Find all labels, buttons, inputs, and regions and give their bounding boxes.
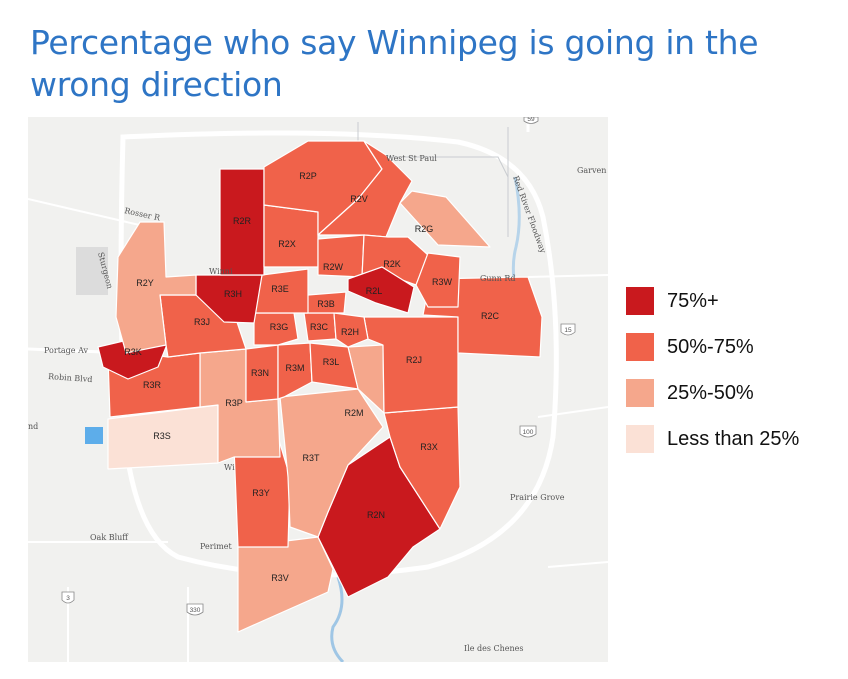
svg-text:59: 59	[527, 117, 535, 123]
label-r3h: R3H	[224, 289, 242, 299]
place-west-st-paul: West St Paul	[386, 154, 437, 163]
label-r2y: R2Y	[136, 278, 154, 288]
label-r2l: R2L	[366, 286, 383, 296]
label-r2w: R2W	[323, 262, 344, 272]
label-r3b: R3B	[317, 299, 335, 309]
label-r3p: R3P	[225, 398, 243, 408]
district-r2h[interactable]	[333, 312, 369, 348]
legend-label: 25%-50%	[667, 381, 754, 404]
legend-item-less-than-25: Less than 25%	[626, 416, 846, 462]
label-r3k: R3K	[124, 347, 142, 357]
district-r3t[interactable]	[279, 388, 384, 538]
map-title: Percentage who say Winnipeg is going in …	[30, 23, 759, 104]
district-labels: R2R R3H R2L R3K R2N R2P R2V R2X R2W R2K …	[124, 171, 499, 583]
label-r2m: R2M	[344, 408, 363, 418]
district-r2l[interactable]	[347, 266, 415, 314]
shield-15-icon: 15	[560, 323, 576, 336]
place-winnipeg: Winni	[209, 267, 233, 276]
label-r3m: R3M	[285, 363, 304, 373]
place-wi: Wi	[224, 463, 235, 472]
place-garven: Garven	[577, 166, 606, 175]
label-r3g: R3G	[270, 322, 289, 332]
district-r3v[interactable]	[237, 536, 334, 633]
label-r3e: R3E	[271, 284, 289, 294]
label-r2j: R2J	[406, 355, 422, 365]
label-r3l: R3L	[323, 357, 340, 367]
legend-item-75-plus: 75%+	[626, 278, 846, 324]
legend-label: Less than 25%	[667, 427, 800, 450]
svg-text:100: 100	[523, 429, 534, 436]
shield-100-icon: 100	[519, 425, 537, 438]
legend-swatch	[626, 425, 654, 453]
place-ile-des-chenes: Ile des Chenes	[464, 644, 524, 653]
map-svg: R2R R3H R2L R3K R2N R2P R2V R2X R2W R2K …	[28, 117, 608, 662]
legend-item-50-75: 50%-75%	[626, 324, 846, 370]
river	[330, 576, 345, 662]
district-r2g[interactable]	[399, 190, 491, 248]
district-r3w[interactable]	[415, 252, 461, 308]
label-r3j: R3J	[194, 317, 210, 327]
label-r3s: R3S	[153, 431, 171, 441]
district-r2x[interactable]	[263, 204, 319, 268]
label-r3r: R3R	[143, 380, 162, 390]
label-r3y: R3Y	[252, 488, 270, 498]
label-r3t: R3T	[302, 453, 320, 463]
airport-area	[76, 247, 108, 295]
legend: 75%+ 50%-75% 25%-50% Less than 25%	[626, 278, 846, 462]
label-r3w: R3W	[432, 277, 453, 287]
svg-text:3: 3	[66, 595, 70, 602]
district-r3l[interactable]	[309, 342, 359, 390]
choropleth-map: R2R R3H R2L R3K R2N R2P R2V R2X R2W R2K …	[28, 117, 608, 662]
district-r2r[interactable]	[219, 168, 265, 276]
district-r3m[interactable]	[277, 342, 313, 400]
place-oak-bluff: Oak Bluff	[90, 533, 129, 542]
label-r2p: R2P	[299, 171, 317, 181]
legend-swatch	[626, 379, 654, 407]
label-r2k: R2K	[383, 259, 401, 269]
shield-330-icon: 330	[186, 603, 204, 616]
shield-3-icon: 3	[61, 591, 75, 604]
label-r3n: R3N	[251, 368, 269, 378]
place-nd: nd	[28, 422, 38, 431]
label-r3x: R3X	[420, 442, 438, 452]
legend-swatch	[626, 333, 654, 361]
legend-label: 50%-75%	[667, 335, 754, 358]
svg-text:330: 330	[190, 607, 201, 614]
district-r2y[interactable]	[115, 221, 197, 354]
label-r2r: R2R	[233, 216, 252, 226]
legend-item-25-50: 25%-50%	[626, 370, 846, 416]
place-gunn: Gunn Rd	[480, 274, 516, 283]
label-r3v: R3V	[271, 573, 289, 583]
place-robin: Robin Blvd	[48, 372, 93, 384]
label-r3c: R3C	[310, 322, 329, 332]
place-portage: Portage Av	[44, 346, 89, 355]
label-r2x: R2X	[278, 239, 296, 249]
label-r2h: R2H	[341, 327, 359, 337]
lake	[85, 427, 103, 444]
place-perimeter: Perimet	[200, 542, 232, 551]
label-r2n: R2N	[367, 510, 385, 520]
legend-swatch	[626, 287, 654, 315]
label-r2c: R2C	[481, 311, 500, 321]
label-r2v: R2V	[350, 194, 368, 204]
label-r2g: R2G	[415, 224, 434, 234]
highway-shields: 59 15 100 3 330	[61, 117, 576, 616]
legend-label: 75%+	[667, 289, 719, 312]
district-polygons	[97, 140, 543, 633]
svg-text:15: 15	[564, 327, 572, 334]
shield-59-icon: 59	[523, 117, 539, 124]
place-prairie-grove: Prairie Grove	[510, 493, 565, 502]
